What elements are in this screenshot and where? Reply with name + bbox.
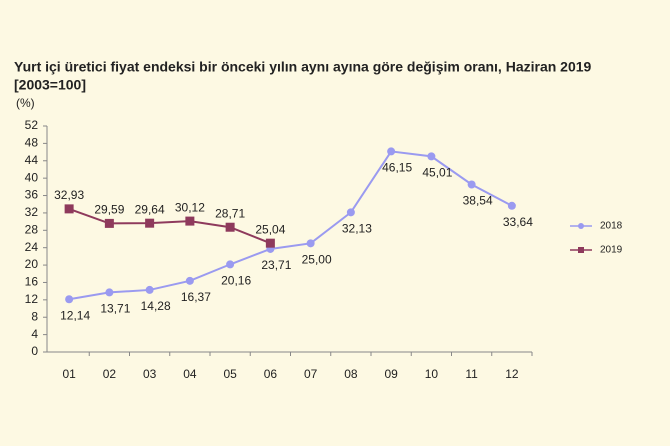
data-point [185,276,194,285]
x-tick-label: 01 [62,367,76,381]
data-label: 25,04 [255,222,285,236]
y-axis-label: (%) [16,96,35,110]
legend-marker [578,247,584,253]
y-tick-label: 0 [31,344,38,358]
data-point [507,201,516,210]
data-label: 16,37 [181,290,211,304]
data-point [467,180,476,189]
data-label: 14,28 [141,299,171,313]
x-tick-label: 08 [344,367,358,381]
data-point [306,239,315,248]
y-tick-label: 4 [31,327,38,341]
y-tick-label: 48 [25,136,39,150]
y-tick-label: 32 [25,205,39,219]
data-point [346,208,355,217]
data-point [265,238,275,248]
data-label: 29,59 [94,203,124,217]
chart-title: Yurt içi üretici fiyat endeksi bir öncek… [14,59,592,75]
legend-label: 2019 [600,245,623,256]
data-label: 32,13 [342,222,372,236]
legend-marker [578,223,584,229]
x-tick-label: 03 [143,367,157,381]
series-line [68,207,271,245]
x-tick-label: 02 [103,367,117,381]
data-label: 25,00 [302,253,332,267]
x-tick-label: 09 [384,367,398,381]
data-point [65,295,74,304]
data-point [387,147,396,156]
data-label: 33,64 [503,215,533,229]
y-tick-label: 52 [25,118,39,132]
data-label: 23,71 [261,258,291,272]
x-tick-label: 06 [264,367,278,381]
y-tick-label: 20 [25,257,39,271]
data-point [226,260,235,269]
y-tick-label: 8 [31,309,38,323]
y-tick-label: 40 [25,170,39,184]
data-point [105,288,114,297]
data-label: 32,93 [54,188,84,202]
data-label: 38,54 [463,194,493,208]
series-line [68,150,513,301]
data-label: 20,16 [221,274,251,288]
y-tick-label: 12 [25,292,39,306]
x-tick-label: 07 [304,367,318,381]
data-point [225,222,235,232]
y-tick-label: 28 [25,222,39,236]
y-tick-label: 24 [25,240,39,254]
y-tick-label: 44 [25,153,39,167]
x-tick-label: 11 [465,367,478,381]
data-point [145,285,154,294]
x-tick-label: 12 [505,367,519,381]
x-tick-label: 04 [183,367,197,381]
data-label: 46,15 [382,161,412,175]
data-point [104,218,114,228]
y-tick-label: 16 [25,275,39,289]
chart-subtitle: [2003=100] [14,77,86,93]
data-label: 45,01 [422,166,452,180]
data-label: 29,64 [135,202,165,216]
data-label: 28,71 [215,206,245,220]
data-point [427,152,436,161]
data-point [185,216,195,226]
data-point [64,204,74,214]
y-tick-label: 36 [25,188,39,202]
data-label: 30,12 [175,200,205,214]
x-tick-label: 05 [223,367,237,381]
legend-label: 2018 [600,221,623,232]
x-tick-label: 10 [425,367,439,381]
data-point [145,218,155,228]
data-label: 12,14 [60,308,90,322]
data-label: 13,71 [100,302,130,316]
